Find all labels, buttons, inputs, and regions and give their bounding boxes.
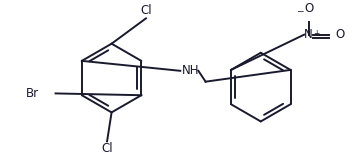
Text: Br: Br: [26, 87, 39, 100]
Text: Cl: Cl: [101, 142, 113, 155]
Text: −: −: [296, 6, 303, 15]
Text: Cl: Cl: [140, 5, 152, 17]
Text: O: O: [304, 2, 313, 15]
Text: NH: NH: [182, 64, 199, 77]
Text: O: O: [336, 28, 345, 41]
Text: +: +: [313, 29, 320, 38]
Text: N: N: [304, 28, 313, 41]
